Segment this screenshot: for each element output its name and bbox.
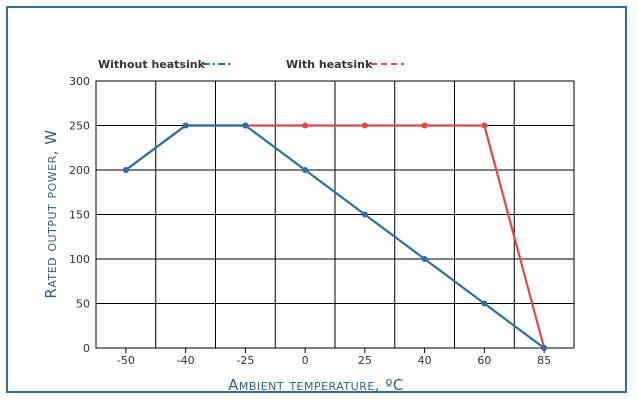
y-tick-label: 50 (76, 298, 90, 311)
x-tick-label: 60 (477, 354, 491, 367)
x-axis-title: Ambient temperature, ºC (228, 376, 404, 394)
y-tick-label: 200 (69, 164, 90, 177)
legend-label-with-heatsink: With heatsink (286, 58, 373, 71)
legend-label-without-heatsink: Without heatsink (98, 58, 206, 71)
y-tick-label: 100 (69, 253, 90, 266)
x-tick-label: -25 (236, 354, 254, 367)
data-point-with-heatsink (362, 123, 368, 129)
data-point-without-heatsink (183, 123, 189, 129)
y-tick-label: 150 (69, 209, 90, 222)
data-point-with-heatsink (422, 123, 428, 129)
x-tick-label: -50 (117, 354, 135, 367)
x-tick-label: 25 (358, 354, 372, 367)
legend: Without heatsink With heatsink (98, 58, 404, 71)
data-point-without-heatsink (541, 345, 547, 351)
data-point-without-heatsink (481, 301, 487, 307)
x-tick-label: 0 (302, 354, 309, 367)
data-point-without-heatsink (362, 212, 368, 218)
y-axis-title: Rated output power, W (42, 129, 60, 298)
x-tick-label: -40 (177, 354, 195, 367)
data-point-with-heatsink (481, 123, 487, 129)
y-axis-ticks: 0 50 100 150 200 250 300 (69, 75, 90, 355)
grid (96, 81, 574, 353)
data-point-without-heatsink (302, 167, 308, 173)
x-tick-label: 40 (418, 354, 432, 367)
y-tick-label: 0 (83, 342, 90, 355)
data-point-without-heatsink (123, 167, 129, 173)
data-point-with-heatsink (302, 123, 308, 129)
x-axis-ticks: -50 -40 -25 0 25 40 60 85 (117, 354, 551, 367)
y-tick-label: 300 (69, 75, 90, 88)
data-point-without-heatsink (422, 256, 428, 262)
data-point-without-heatsink (242, 123, 248, 129)
y-tick-label: 250 (69, 120, 90, 133)
x-tick-label: 85 (537, 354, 551, 367)
